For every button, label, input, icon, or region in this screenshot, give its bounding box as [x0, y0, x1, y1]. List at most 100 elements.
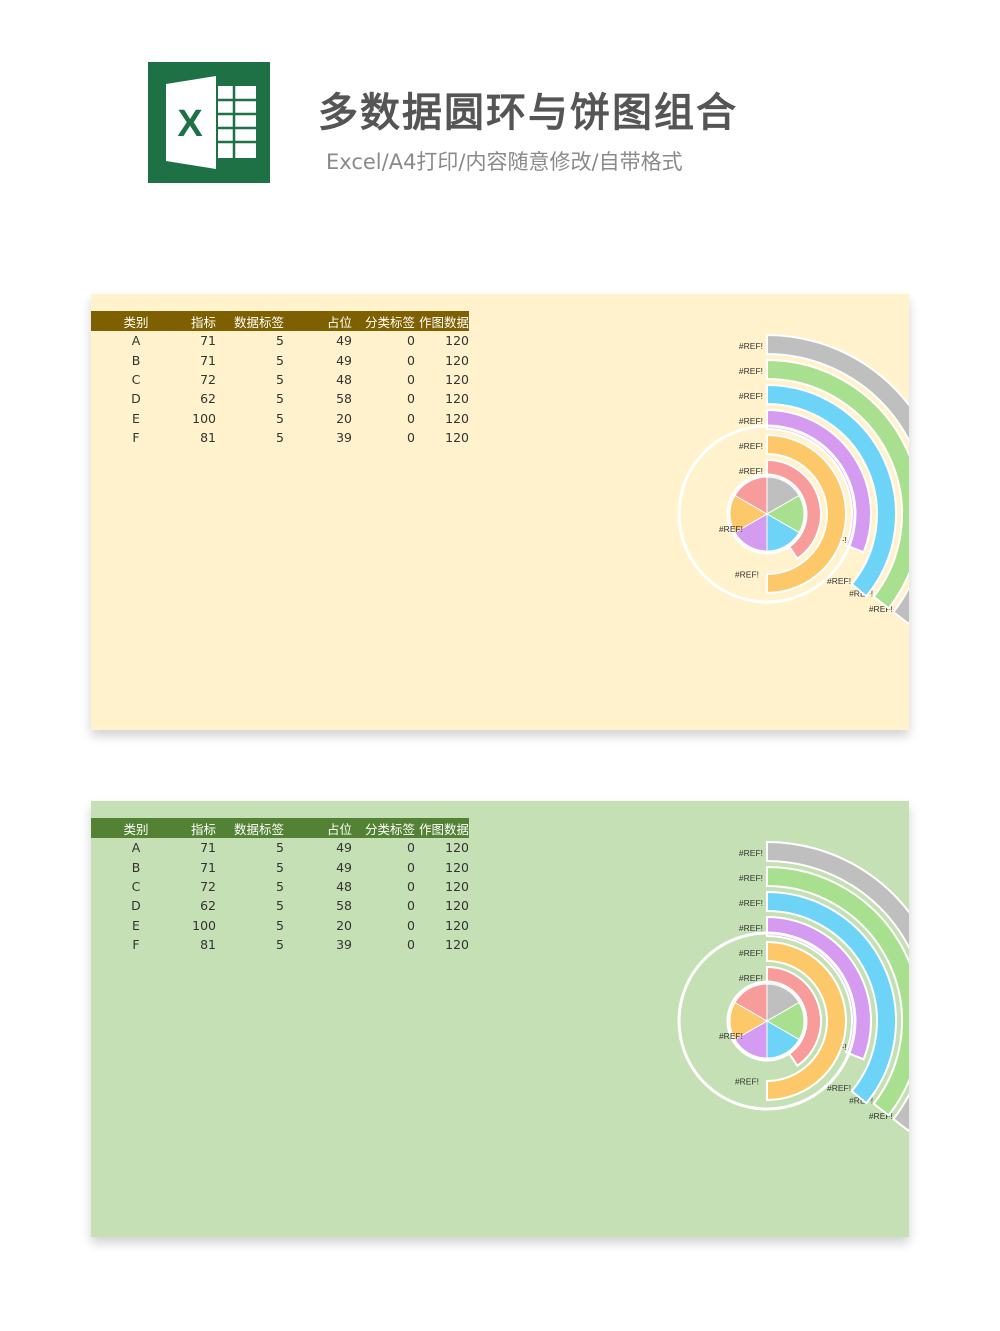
data-label: #REF! — [735, 1077, 759, 1087]
table-cell: 5 — [276, 878, 284, 894]
table-cell: 5 — [276, 430, 284, 446]
table-cell: 0 — [407, 410, 415, 426]
pie-slice-f — [734, 476, 768, 515]
column-header: 分类标签 — [352, 311, 415, 331]
table-cell: 0 — [407, 352, 415, 368]
column-header: 占位 — [284, 311, 352, 331]
data-label: #REF! — [739, 441, 763, 451]
table-row: D 62 5 58 0 120 — [91, 389, 469, 408]
table-cell: 71 — [200, 333, 216, 349]
table-cell: 58 — [336, 391, 352, 407]
column-header: 作图数据 — [415, 818, 469, 838]
table-cell: 100 — [192, 410, 216, 426]
data-label: #REF! — [739, 973, 763, 983]
table-cell: 0 — [407, 391, 415, 407]
ring-segment-b — [766, 865, 909, 1117]
data-label: #REF! — [739, 948, 763, 958]
column-header: 数据标签 — [216, 818, 284, 838]
table-cell: 5 — [276, 937, 284, 953]
donut-pie-chart: #REF! #REF! #REF! #REF! #REF! #REF! #REF! #REF!… — [677, 333, 909, 626]
table-header-row: 类别 指标 数据标签 占位 分类标签 作图数据 — [91, 311, 469, 331]
column-header: 占位 — [284, 818, 352, 838]
table-row: D 62 5 58 0 120 — [91, 896, 469, 915]
table-cell: 39 — [336, 430, 352, 446]
ring-segment-b — [766, 358, 909, 610]
data-label: #REF! — [719, 1031, 743, 1041]
excel-logo-icon: X — [148, 62, 270, 183]
table-cell: 120 — [445, 859, 469, 875]
data-table: 类别 指标 数据标签 占位 分类标签 作图数据 A 71 5 49 0 120 B 71 5 49… — [91, 311, 469, 447]
table-cell: 0 — [407, 430, 415, 446]
page-title: 多数据圆环与饼图组合 — [318, 90, 738, 136]
table-cell: 5 — [276, 898, 284, 914]
data-label: #REF! — [739, 341, 763, 351]
ring-segment-d — [766, 915, 872, 1061]
table-cell: A — [131, 840, 141, 856]
data-label: #REF! — [827, 1083, 851, 1093]
table-row: C 72 5 48 0 120 — [91, 877, 469, 896]
table-cell: 5 — [276, 859, 284, 875]
placeholder-ring — [677, 424, 857, 604]
table-cell: 0 — [407, 371, 415, 387]
panel-green: 类别 指标 数据标签 占位 分类标签 作图数据 A 71 5 49 0 120 B 71 5 49… — [91, 801, 909, 1237]
data-label: #REF! — [739, 848, 763, 858]
table-cell: 0 — [407, 917, 415, 933]
table-cell: 49 — [336, 352, 352, 368]
table-cell: 62 — [200, 391, 216, 407]
table-cell: 72 — [200, 878, 216, 894]
table-cell: 5 — [276, 333, 284, 349]
pie-outline — [726, 473, 808, 555]
table-cell: 120 — [445, 352, 469, 368]
table-cell: 0 — [407, 898, 415, 914]
table-cell: 81 — [200, 430, 216, 446]
ring-segment-e — [766, 940, 847, 1102]
table-cell: 5 — [276, 917, 284, 933]
table-cell: 5 — [276, 410, 284, 426]
data-label: #REF! — [719, 524, 743, 534]
table-cell: F — [132, 430, 140, 446]
page-subtitle: Excel/A4打印/内容随意修改/自带格式 — [326, 150, 683, 174]
table-cell: 120 — [445, 371, 469, 387]
column-header: 作图数据 — [415, 311, 469, 331]
data-label: #REF! — [869, 1111, 893, 1121]
data-table: 类别 指标 数据标签 占位 分类标签 作图数据 A 71 5 49 0 120 B 71 5 49… — [91, 818, 469, 954]
table-cell: 71 — [200, 840, 216, 856]
table-cell: 5 — [276, 352, 284, 368]
table-cell: 120 — [445, 937, 469, 953]
data-label: #REF! — [849, 1096, 873, 1106]
table-cell: 49 — [336, 333, 352, 349]
donut-pie-chart: #REF! #REF! #REF! #REF! #REF! #REF! #REF! #REF!… — [677, 840, 909, 1133]
panel-yellow: 类别 指标 数据标签 占位 分类标签 作图数据 A 71 5 49 0 120 B 71 5 49… — [91, 294, 909, 730]
data-label: #REF! — [735, 570, 759, 580]
pie-outline — [726, 980, 808, 1062]
data-label: #REF! — [739, 391, 763, 401]
table-cell: 81 — [200, 937, 216, 953]
table-row: A 71 5 49 0 120 — [91, 331, 469, 350]
table-cell: D — [131, 898, 141, 914]
table-cell: 5 — [276, 371, 284, 387]
table-cell: 120 — [445, 410, 469, 426]
table-cell: 0 — [407, 937, 415, 953]
table-cell: 62 — [200, 898, 216, 914]
table-cell: 20 — [336, 917, 352, 933]
table-row: E 100 5 20 0 120 — [91, 916, 469, 935]
table-cell: 20 — [336, 410, 352, 426]
table-row: F 81 5 39 0 120 — [91, 428, 469, 447]
table-row: B 71 5 49 0 120 — [91, 350, 469, 369]
table-cell: A — [131, 333, 141, 349]
table-cell: E — [132, 410, 140, 426]
table-cell: 0 — [407, 859, 415, 875]
table-cell: 120 — [445, 898, 469, 914]
table-cell: 100 — [192, 917, 216, 933]
data-label: #REF! — [739, 466, 763, 476]
pie-slice-f — [734, 983, 768, 1022]
table-cell: 0 — [407, 878, 415, 894]
ring-segment-c — [766, 890, 897, 1105]
column-header: 分类标签 — [352, 818, 415, 838]
data-label: #REF! — [739, 898, 763, 908]
logo-letter: X — [177, 103, 203, 145]
table-cell: 71 — [200, 859, 216, 875]
table-cell: 120 — [445, 878, 469, 894]
table-cell: 39 — [336, 937, 352, 953]
table-cell: 120 — [445, 917, 469, 933]
